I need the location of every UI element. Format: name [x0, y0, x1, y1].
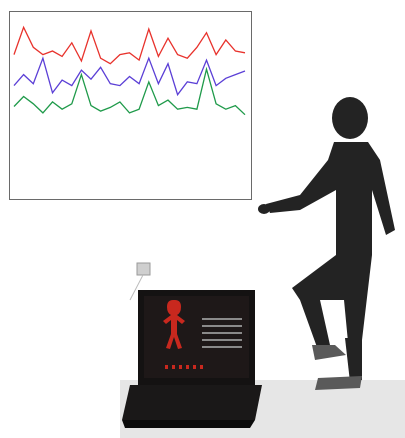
- signal-plot-svg: [13, 25, 246, 116]
- walking-person: [258, 97, 395, 390]
- person-head: [332, 97, 368, 139]
- person-hand: [258, 204, 270, 214]
- laptop-keyboard-base: [122, 385, 262, 420]
- signal-series-line-1: [13, 25, 246, 65]
- body-figure-graphic: [163, 300, 185, 349]
- signal-plot-inset: [9, 11, 252, 200]
- signal-series-line-3: [13, 66, 246, 116]
- person-raised-shoe: [312, 345, 346, 360]
- signal-series-line-2: [13, 56, 246, 97]
- laptop-front-edge: [122, 420, 255, 428]
- wall-sensor-box: [136, 262, 151, 276]
- person-standing-shoe: [315, 376, 362, 390]
- screen-red-markers: [165, 365, 203, 369]
- screen-text-lines: [202, 318, 242, 348]
- laptop: [122, 290, 262, 428]
- person-legs: [292, 255, 372, 350]
- person-torso-arms: [266, 142, 395, 258]
- laptop-screen: [144, 296, 249, 378]
- cable: [129, 274, 144, 301]
- person-standing-leg: [345, 338, 362, 382]
